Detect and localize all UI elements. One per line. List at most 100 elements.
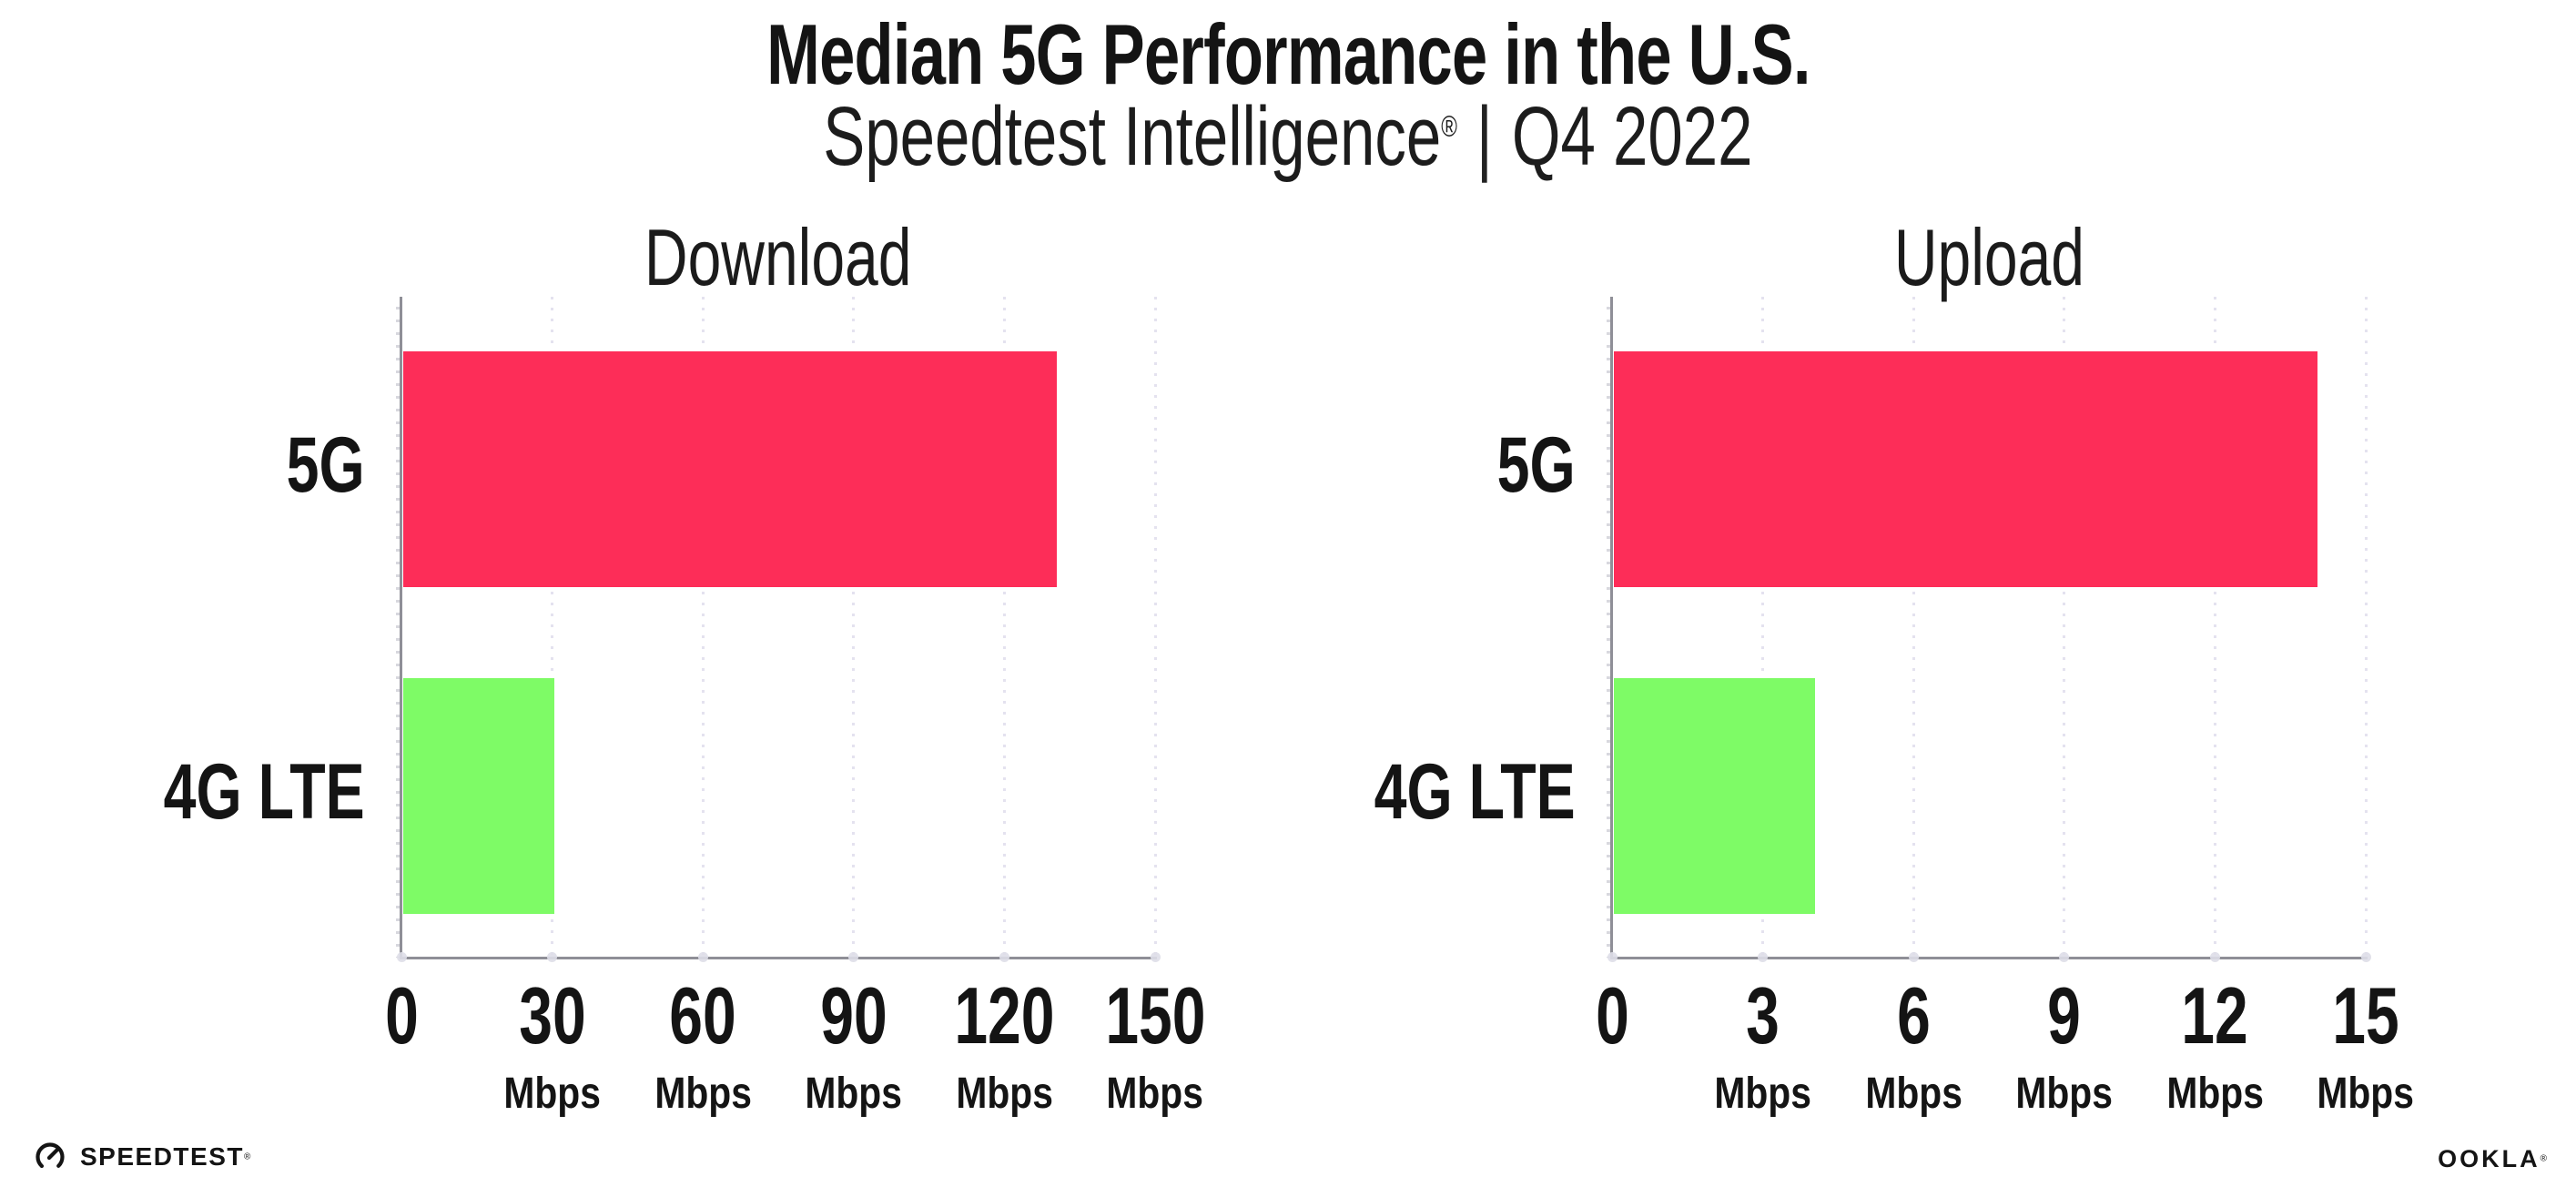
gridline-upload-6 — [1912, 297, 1915, 958]
tick-unit-text-download-150: Mbps — [1106, 1070, 1204, 1118]
y-axis-download — [400, 297, 402, 959]
gridline-download-90 — [852, 297, 856, 958]
chart-title-upload: Upload — [1612, 211, 2366, 304]
speedtest-label: SPEEDTEST® — [80, 1142, 250, 1172]
y-axis-minor-ticks-upload — [1607, 297, 1610, 958]
gridline-download-60 — [701, 297, 705, 958]
tick-unit-upload-6: Mbps — [1777, 1072, 2050, 1116]
tick-label-upload-0: 0 — [1476, 976, 1749, 1056]
tick-label-download-90: 90 — [717, 976, 990, 1056]
tick-unit-text-download-30: Mbps — [503, 1070, 601, 1118]
category-label-download-4g-lte: 4G LTE — [0, 753, 365, 831]
chart-title-download: Download — [401, 211, 1155, 304]
tick-unit-text-download-120: Mbps — [956, 1070, 1053, 1118]
tick-label-upload-3: 3 — [1627, 976, 1900, 1056]
tick-label-text-upload-9: 9 — [2047, 970, 2082, 1060]
tick-label-upload-6: 6 — [1777, 976, 2050, 1056]
category-label-text-download-4g-lte: 4G LTE — [163, 748, 365, 836]
tick-dot-download-30 — [547, 952, 558, 962]
tick-dot-download-0 — [396, 952, 407, 962]
tick-unit-upload-3: Mbps — [1627, 1072, 1900, 1116]
tick-unit-text-download-60: Mbps — [654, 1070, 752, 1118]
tick-label-text-download-120: 120 — [954, 970, 1055, 1060]
tick-label-upload-12: 12 — [2078, 976, 2351, 1056]
chart-title-text-upload: Upload — [1893, 212, 2084, 302]
tick-label-download-120: 120 — [867, 976, 1141, 1056]
tick-dot-download-90 — [848, 952, 859, 962]
category-label-download-5g: 5G — [0, 426, 365, 504]
tick-dot-download-150 — [1150, 952, 1161, 962]
gridline-upload-12 — [2213, 297, 2216, 958]
category-label-upload-5g: 5G — [1175, 426, 1576, 504]
tick-unit-text-upload-12: Mbps — [2166, 1070, 2264, 1118]
tick-unit-text-upload-6: Mbps — [1864, 1070, 1962, 1118]
tick-label-download-0: 0 — [265, 976, 538, 1056]
tick-label-text-upload-15: 15 — [2332, 970, 2399, 1060]
tick-unit-download-60: Mbps — [566, 1072, 839, 1116]
page-subtitle: Speedtest Intelligence® | Q4 2022 — [0, 89, 2576, 185]
tick-unit-text-upload-15: Mbps — [2317, 1070, 2415, 1118]
tick-unit-text-upload-9: Mbps — [2015, 1070, 2114, 1118]
speedtest-logo: SPEEDTEST® — [33, 1140, 250, 1174]
tick-label-text-upload-3: 3 — [1746, 970, 1780, 1060]
category-label-text-upload-5g: 5G — [1496, 421, 1576, 509]
x-axis-download — [400, 957, 1157, 959]
page-title: Median 5G Performance in the U.S. — [0, 5, 2576, 104]
tick-dot-upload-6 — [1908, 952, 1919, 962]
tick-label-text-upload-12: 12 — [2181, 970, 2249, 1060]
gridline-download-150 — [1153, 297, 1157, 958]
subtitle-divider: | — [1476, 90, 1493, 183]
tick-label-text-download-60: 60 — [669, 970, 736, 1060]
bar-download-4g-lte — [403, 678, 554, 914]
tick-dot-download-60 — [697, 952, 708, 962]
category-label-text-upload-4g-lte: 4G LTE — [1374, 748, 1576, 836]
gridline-download-120 — [1002, 297, 1006, 958]
tick-label-text-download-30: 30 — [518, 970, 586, 1060]
speedtest-wordmark: SPEEDTEST — [80, 1142, 244, 1171]
page-title-text: Median 5G Performance in the U.S. — [766, 6, 1810, 102]
tick-label-text-download-150: 150 — [1104, 970, 1206, 1060]
gridline-download-30 — [551, 297, 554, 958]
tick-dot-upload-9 — [2059, 952, 2070, 962]
gridline-upload-15 — [2364, 297, 2368, 958]
bar-download-5g — [403, 351, 1057, 587]
tick-unit-download-120: Mbps — [867, 1072, 1141, 1116]
tick-unit-text-download-90: Mbps — [805, 1070, 903, 1118]
tick-unit-download-90: Mbps — [717, 1072, 990, 1116]
x-axis-upload — [1610, 957, 2368, 959]
bar-upload-5g — [1614, 351, 2317, 587]
tick-dot-upload-3 — [1758, 952, 1769, 962]
tick-label-upload-15: 15 — [2229, 976, 2502, 1056]
tick-label-download-60: 60 — [566, 976, 839, 1056]
tick-unit-text-upload-3: Mbps — [1714, 1070, 1811, 1118]
tick-label-upload-9: 9 — [1928, 976, 2201, 1056]
tick-dot-upload-0 — [1607, 952, 1618, 962]
category-label-upload-4g-lte: 4G LTE — [1175, 753, 1576, 831]
registered-trademark-icon: ® — [1441, 109, 1458, 143]
tick-dot-upload-12 — [2209, 952, 2220, 962]
tick-dot-upload-15 — [2360, 952, 2371, 962]
tick-label-text-download-90: 90 — [820, 970, 887, 1060]
bar-upload-4g-lte — [1614, 678, 1815, 914]
ookla-wordmark: OOKLA — [2438, 1145, 2541, 1172]
subtitle-period: Q4 2022 — [1511, 90, 1753, 183]
tick-unit-download-30: Mbps — [416, 1072, 689, 1116]
tick-unit-upload-9: Mbps — [1928, 1072, 2201, 1116]
ookla-logo: OOKLA® — [2438, 1145, 2547, 1173]
tick-unit-download-150: Mbps — [1019, 1072, 1292, 1116]
y-axis-minor-ticks-download — [396, 297, 400, 958]
subtitle-brand: Speedtest Intelligence — [823, 90, 1442, 183]
gridline-upload-3 — [1761, 297, 1765, 958]
tick-label-download-150: 150 — [1019, 976, 1292, 1056]
tick-dot-download-120 — [999, 952, 1009, 962]
speedtest-registered-mark: ® — [243, 1151, 251, 1162]
ookla-registered-mark: ® — [2540, 1153, 2547, 1164]
gridline-upload-9 — [2063, 297, 2066, 958]
speedtest-gauge-icon — [35, 1142, 65, 1172]
chart-title-text-download: Download — [644, 212, 912, 302]
tick-label-text-upload-0: 0 — [1595, 970, 1629, 1060]
tick-label-text-download-0: 0 — [384, 970, 419, 1060]
